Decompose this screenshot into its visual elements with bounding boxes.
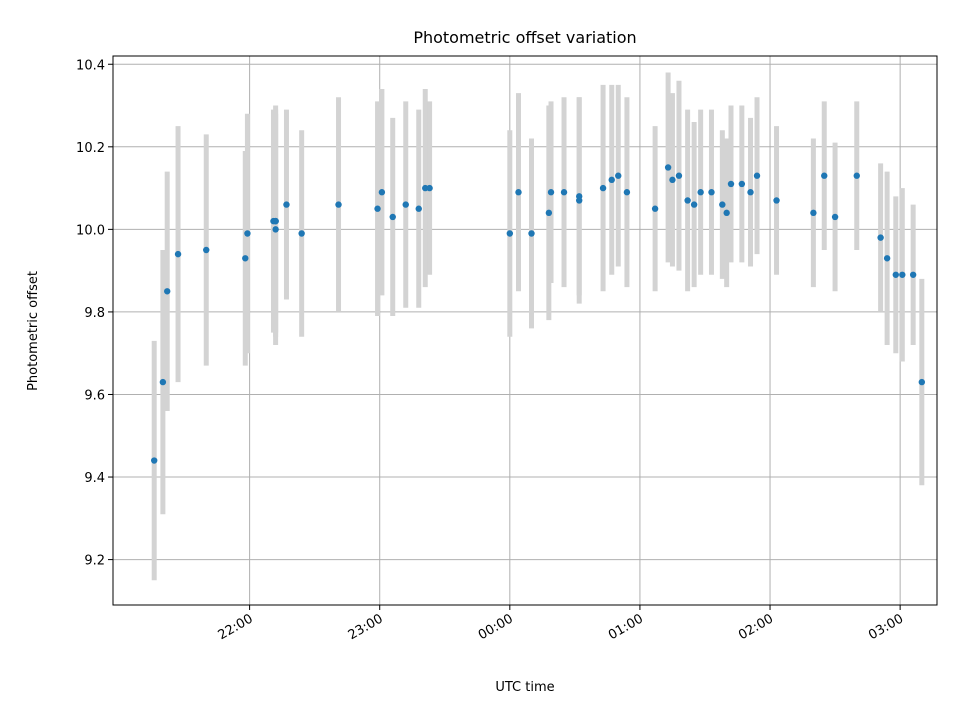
data-point xyxy=(151,457,158,464)
data-point xyxy=(853,172,860,179)
data-point xyxy=(753,172,761,179)
y-axis-label: Photometric offset xyxy=(26,271,41,391)
data-point xyxy=(719,201,726,208)
data-point xyxy=(697,189,704,196)
data-point xyxy=(203,246,210,254)
data-point xyxy=(608,176,615,184)
data-point xyxy=(272,217,279,225)
data-point xyxy=(723,209,730,217)
data-point xyxy=(298,230,305,237)
data-point xyxy=(669,176,676,184)
data-point xyxy=(831,213,839,221)
y-tick-label: 10.0 xyxy=(76,223,105,238)
data-point xyxy=(528,230,535,237)
y-tick-label: 9.6 xyxy=(84,388,105,403)
data-point xyxy=(272,226,279,233)
data-point xyxy=(899,271,906,278)
data-point xyxy=(378,189,386,196)
chart-title: Photometric offset variation xyxy=(413,28,636,47)
data-point xyxy=(426,184,433,192)
data-point xyxy=(909,271,917,278)
plot-frame xyxy=(112,55,938,606)
data-point xyxy=(159,378,167,386)
data-point xyxy=(174,250,182,258)
data-point xyxy=(747,189,754,196)
data-point xyxy=(623,189,631,196)
x-axis-label: UTC time xyxy=(495,680,554,695)
data-point xyxy=(547,189,555,196)
y-axis: 9.2 9.4 9.6 9.8 10.0 10.2 10.4 xyxy=(76,58,113,569)
data-points xyxy=(151,164,926,464)
y-tick-label: 9.2 xyxy=(84,554,105,569)
data-point xyxy=(599,184,607,192)
data-point xyxy=(242,255,249,262)
data-point xyxy=(545,209,553,217)
data-point xyxy=(810,209,817,217)
data-point xyxy=(335,201,342,208)
data-point xyxy=(664,164,672,171)
data-point xyxy=(690,201,698,208)
data-point xyxy=(821,172,828,179)
y-tick-label: 9.4 xyxy=(84,471,105,486)
data-point xyxy=(283,201,290,208)
data-point xyxy=(374,205,381,212)
data-point xyxy=(415,205,422,212)
data-point xyxy=(389,213,396,221)
y-tick-label: 10.4 xyxy=(76,58,105,73)
data-point xyxy=(684,197,691,204)
data-point xyxy=(738,180,746,188)
data-point xyxy=(675,172,683,179)
data-point xyxy=(506,230,514,237)
data-point xyxy=(515,189,522,196)
data-point xyxy=(918,378,926,386)
data-point xyxy=(244,230,251,237)
y-tick-label: 9.8 xyxy=(84,306,105,321)
data-point xyxy=(727,180,735,188)
data-point xyxy=(164,288,171,295)
data-point xyxy=(651,205,659,212)
data-point xyxy=(615,172,622,179)
data-point xyxy=(773,197,780,204)
data-point xyxy=(708,189,715,196)
data-point xyxy=(402,201,409,208)
data-point xyxy=(576,193,583,200)
data-point xyxy=(892,271,899,278)
y-tick-label: 10.2 xyxy=(76,141,105,156)
data-point xyxy=(560,189,568,196)
data-point xyxy=(877,234,884,241)
data-point xyxy=(883,255,891,262)
